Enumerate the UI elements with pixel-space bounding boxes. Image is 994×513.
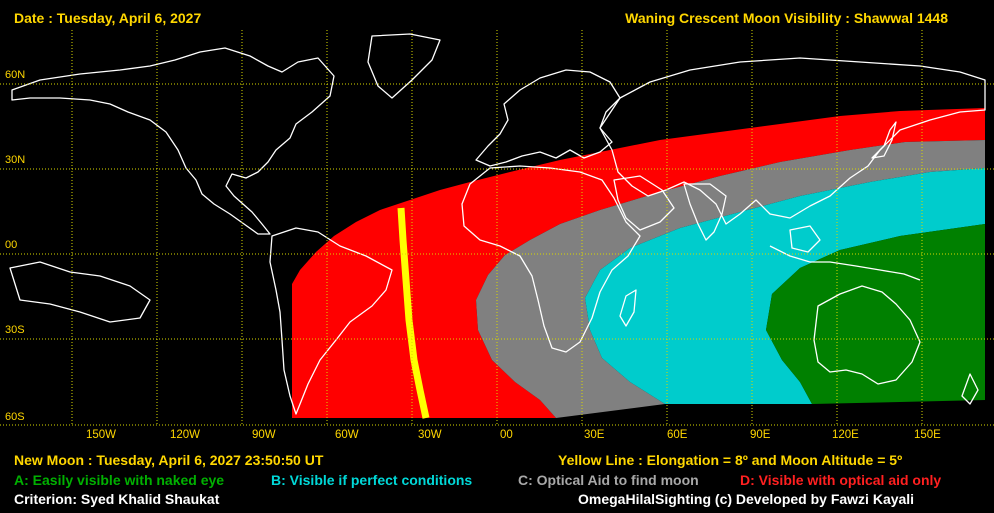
indonesia-outline <box>769 245 921 281</box>
lon-label-30w: 30W <box>418 429 442 441</box>
japan-outline <box>871 121 897 159</box>
legend-c: C: Optical Aid to find moon <box>518 472 699 488</box>
grid-lines <box>0 30 994 426</box>
visibility-zones <box>292 108 985 418</box>
continent-outlines <box>9 33 986 415</box>
lat-label-00: 00 <box>5 239 18 251</box>
new-moon-label: New Moon : Tuesday, April 6, 2027 23:50:… <box>14 452 324 468</box>
map-title: Waning Crescent Moon Visibility : Shawwa… <box>625 10 948 26</box>
borneo-outline <box>789 225 821 253</box>
zone-d-red <box>292 108 985 418</box>
legend-b: B: Visible if perfect conditions <box>271 472 473 488</box>
lon-label-90w: 90W <box>252 429 276 441</box>
lon-label-120w: 120W <box>170 429 201 441</box>
greenland-outline <box>367 33 441 99</box>
madagascar-outline <box>619 289 637 327</box>
india-outline <box>683 183 727 241</box>
new-zealand-outline <box>961 373 979 405</box>
lon-label-60w: 60W <box>335 429 359 441</box>
lat-label-30s: 30S <box>5 324 25 336</box>
asia-outline <box>599 57 986 225</box>
arabia-outline <box>613 175 675 231</box>
criterion-label: Criterion: Syed Khalid Shaukat <box>14 491 220 507</box>
lon-label-30e: 30E <box>584 429 605 441</box>
africa-outline <box>461 165 641 353</box>
zone-c-gray <box>476 140 985 418</box>
south-america-outline <box>269 227 393 415</box>
lat-label-60s: 60S <box>5 411 25 423</box>
yellow-criterion-line <box>397 207 430 419</box>
lat-label-60n: 60N <box>5 69 26 81</box>
north-america-outline <box>11 47 335 235</box>
zone-b-cyan <box>585 168 985 404</box>
pacific-islands-outline <box>9 261 151 323</box>
lon-label-60e: 60E <box>667 429 688 441</box>
lat-label-30n: 30N <box>5 154 26 166</box>
yellow-line-label: Yellow Line : Elongation = 8º and Moon A… <box>558 452 903 468</box>
lon-label-90e: 90E <box>750 429 771 441</box>
australia-outline <box>813 285 921 385</box>
lon-label-150w: 150W <box>86 429 117 441</box>
lon-label-120e: 120E <box>832 429 859 441</box>
lon-label-150e: 150E <box>914 429 941 441</box>
zone-a-green <box>766 224 985 404</box>
date-label: Date : Tuesday, April 6, 2027 <box>14 10 202 26</box>
credit-label: OmegaHilalSighting (c) Developed by Fawz… <box>578 491 915 507</box>
lon-label-00: 00 <box>500 429 513 441</box>
europe-outline <box>475 69 621 167</box>
legend-d: D: Visible with optical aid only <box>740 472 942 488</box>
legend-a: A: Easily visible with naked eye <box>14 472 225 488</box>
